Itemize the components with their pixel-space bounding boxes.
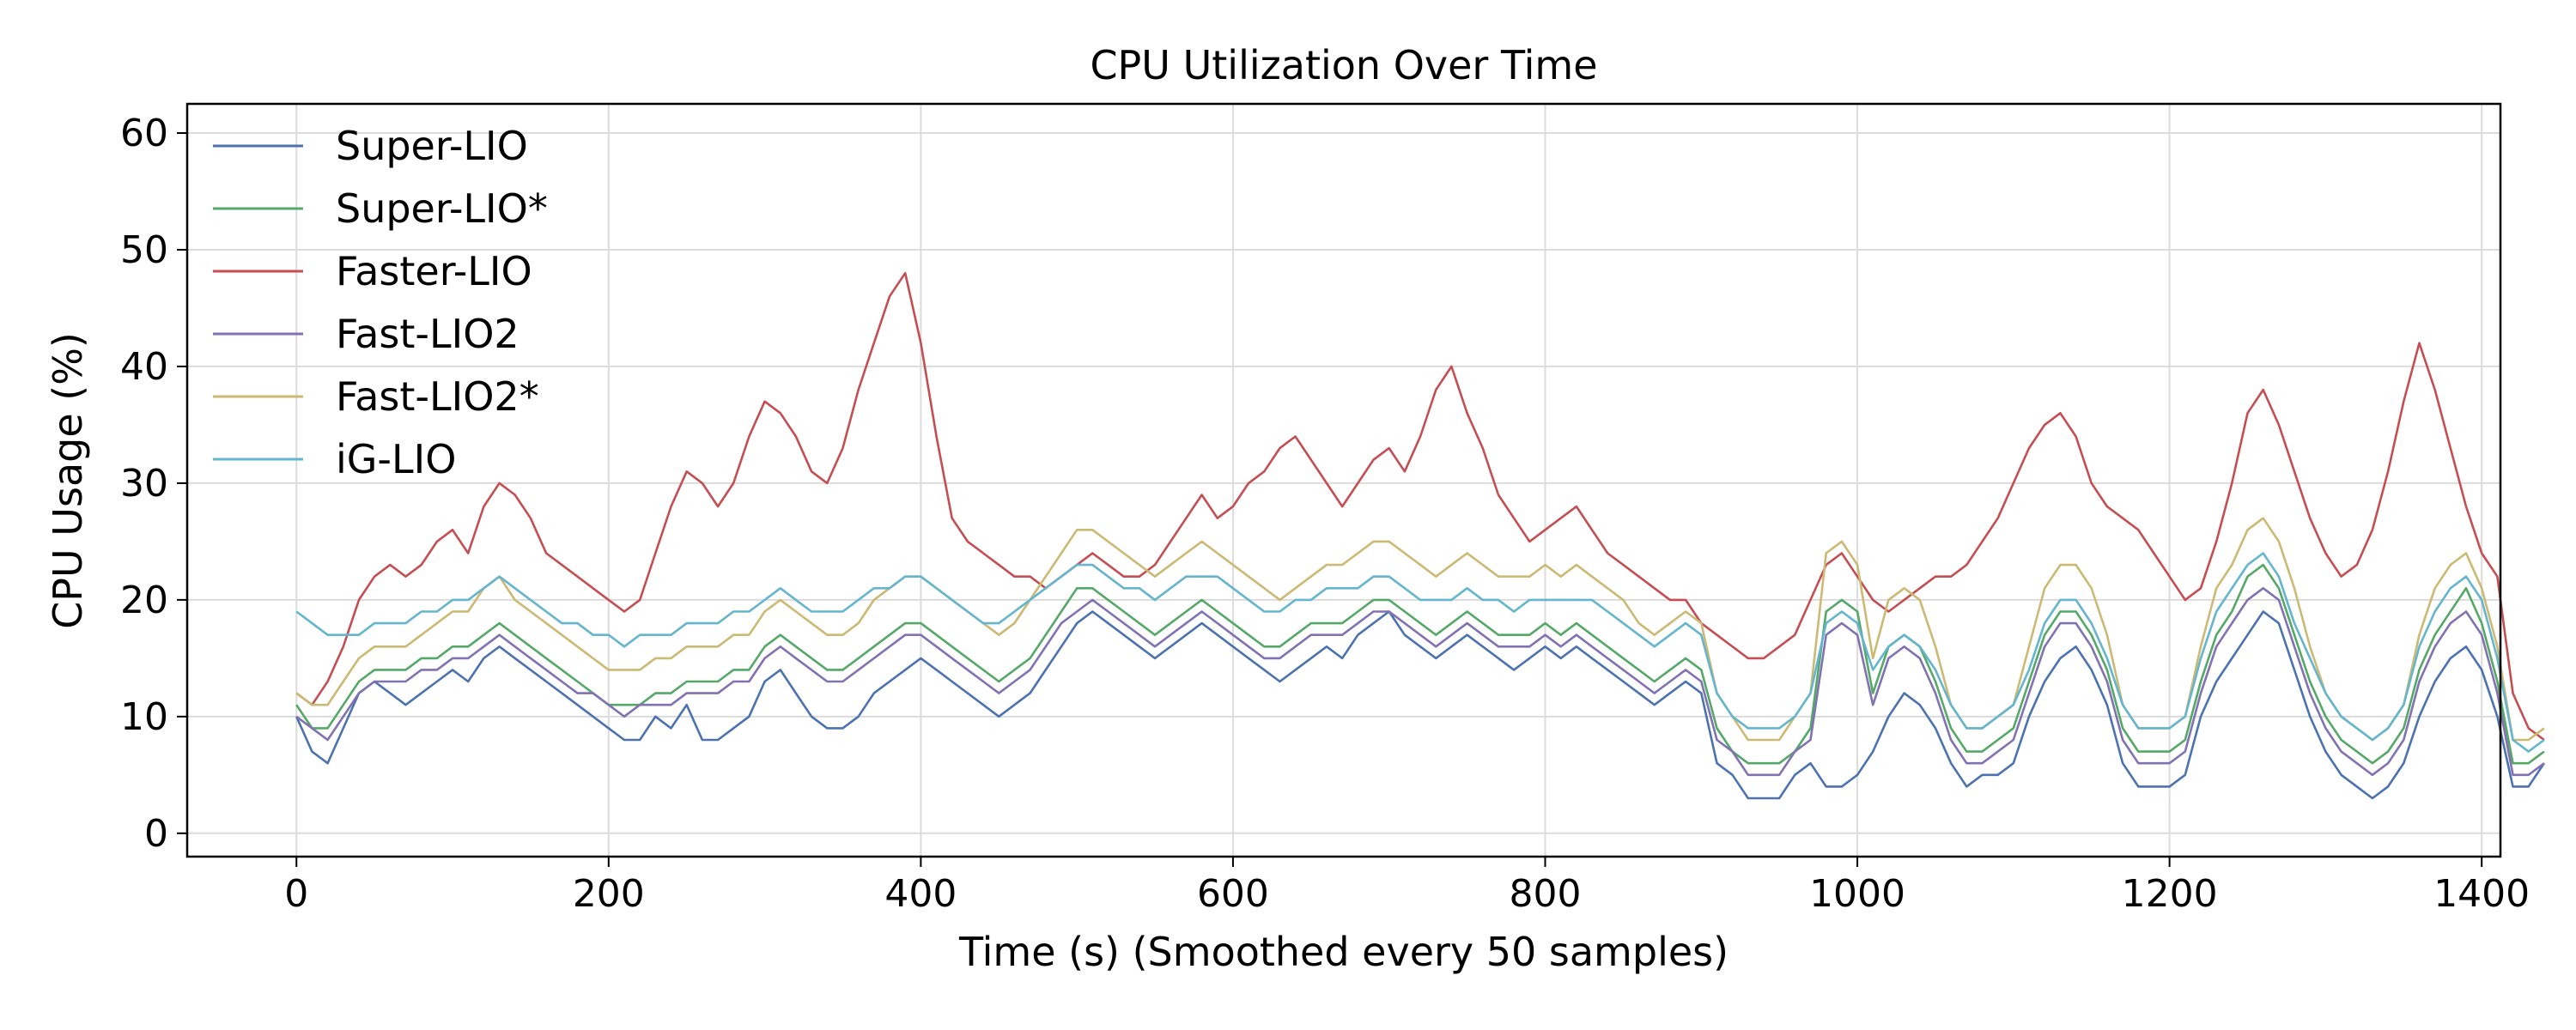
legend: Super-LIO Super-LIO* Faster-LIO Fast-LIO2 Fa…: [213, 123, 548, 482]
x-tick-label: 1400: [2433, 872, 2530, 916]
plot-frame: [185, 102, 2502, 858]
y-tick-label: 50: [120, 228, 168, 272]
series-line-1: [295, 563, 2545, 765]
series-line-2: [295, 271, 2545, 742]
y-tick-label: 10: [120, 695, 168, 739]
axis-ticks: 0 200 400 600 800 1000 1200 1400 0 10 20 30 40 50 60: [120, 112, 2530, 916]
x-tick-label: 400: [884, 872, 957, 916]
legend-label: Faster-LIO: [336, 248, 532, 294]
legend-label: Fast-LIO2: [336, 311, 519, 357]
y-tick-label: 0: [144, 812, 168, 856]
y-tick-label: 40: [120, 345, 168, 389]
grid: [187, 104, 2500, 857]
x-tick-label: 200: [573, 872, 645, 916]
legend-label: Fast-LIO2*: [336, 373, 539, 420]
y-tick-label: 60: [120, 112, 168, 155]
x-tick-label: 600: [1197, 872, 1269, 916]
x-tick-label: 800: [1510, 872, 1582, 916]
y-tick-label: 20: [120, 579, 168, 622]
legend-label: iG-LIO: [336, 436, 456, 482]
legend-label: Super-LIO: [336, 123, 528, 169]
y-tick-label: 30: [120, 462, 168, 506]
series-line-0: [295, 610, 2545, 800]
series-lines: [295, 271, 2545, 800]
series-line-5: [295, 552, 2545, 753]
y-axis-label: CPU Usage (%): [45, 332, 91, 629]
x-axis-label: Time (s) (Smoothed every 50 samples): [958, 929, 1728, 975]
x-tick-label: 1200: [2122, 872, 2218, 916]
chart-title: CPU Utilization Over Time: [1090, 42, 1597, 88]
x-tick-label: 0: [284, 872, 308, 916]
legend-label: Super-LIO*: [336, 185, 548, 232]
x-tick-label: 1000: [1809, 872, 1905, 916]
series-line-3: [295, 587, 2545, 777]
